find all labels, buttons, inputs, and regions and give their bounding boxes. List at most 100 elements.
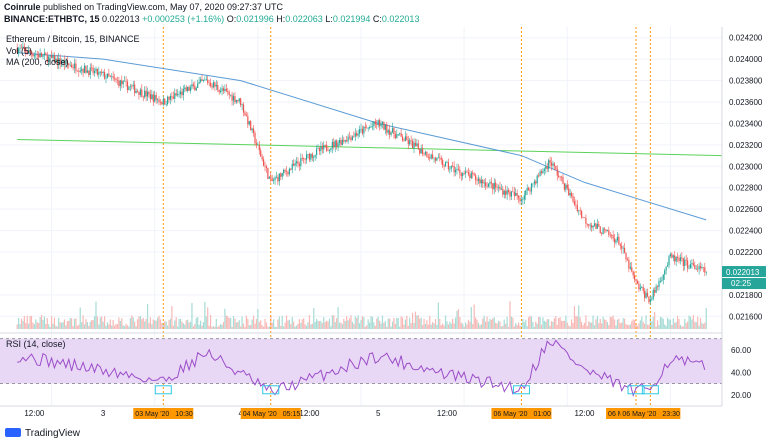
volume-bar [533, 326, 535, 329]
symbol-name[interactable]: BINANCE:ETHBTC, 15 [4, 14, 100, 24]
volume-bar [148, 323, 150, 329]
volume-bar [240, 326, 242, 329]
candle-body [377, 120, 379, 126]
volume-bar [291, 316, 293, 329]
candle-body [374, 121, 376, 125]
candle-body [649, 299, 651, 303]
candle-body [413, 142, 415, 149]
candle-body [209, 82, 212, 86]
volume-bar [101, 316, 103, 329]
candle-body [290, 168, 292, 170]
rsi-oversold-box [262, 385, 280, 395]
volume-bar [400, 316, 402, 329]
ma-legend[interactable]: MA (200, close) [6, 57, 69, 67]
candle-body [115, 78, 117, 80]
volume-bar [424, 324, 427, 329]
volume-bar [145, 318, 147, 329]
price-chart[interactable]: Ethereum / Bitcoin, 15, BINANCE Vol (5) … [0, 27, 768, 424]
rsi-line [17, 339, 706, 398]
candle-body [525, 190, 527, 196]
candle-body [666, 265, 669, 267]
volume-bar [416, 315, 418, 329]
candle-body [174, 93, 176, 99]
candle-body [50, 55, 53, 58]
rsi-axis[interactable]: 60.00 40.00 20.00 [731, 346, 752, 400]
volume-bar [89, 321, 91, 329]
publisher-name[interactable]: Coinrule [4, 2, 41, 12]
candle-body [506, 190, 508, 195]
rsi-legend[interactable]: RSI (14, close) [6, 339, 66, 349]
candle-body [692, 263, 694, 265]
volume-bar [245, 315, 247, 329]
candle-body [275, 176, 278, 178]
volume-bar [535, 321, 537, 329]
candle-body [96, 68, 99, 75]
volume-bar [35, 319, 37, 329]
candle-body [39, 53, 41, 58]
volume-bar [666, 317, 669, 329]
volume-bar [134, 321, 136, 329]
candle-body [535, 181, 537, 184]
time-highlight-tag [491, 408, 552, 419]
volume-bar [43, 316, 46, 329]
candle-body [644, 291, 646, 298]
candle-body [426, 151, 428, 158]
price-axis[interactable]: 0.024200 0.024000 0.023800 0.023600 0.023400… [729, 34, 763, 322]
candle-body [592, 225, 594, 228]
candle-body [513, 191, 515, 196]
candle-body [43, 53, 46, 56]
volume-bar [625, 324, 627, 329]
volume-bar [427, 324, 429, 329]
candle-body [205, 79, 207, 81]
volume-bar [576, 316, 578, 329]
vertical-markers [162, 27, 651, 406]
volume-bar [429, 315, 431, 329]
candle-body [447, 162, 449, 170]
volume-bar [446, 321, 448, 329]
candle-body [148, 91, 150, 94]
candle-body [543, 168, 545, 171]
candle-body [114, 77, 116, 79]
symbol-legend[interactable]: Ethereum / Bitcoin, 15, BINANCE [6, 34, 140, 44]
candle-body [566, 184, 568, 189]
candle-body [698, 266, 700, 270]
volume-bar [566, 322, 568, 329]
candle-body [638, 283, 640, 290]
volume-bar [53, 317, 56, 329]
volume-bar [586, 325, 588, 329]
candle-body [613, 238, 616, 243]
volume-legend[interactable]: Vol (5) [6, 46, 32, 56]
candle-body [390, 132, 392, 135]
candle-body [502, 188, 504, 195]
price-tick-label: 0.022600 [729, 205, 763, 214]
chart-header: Coinrule published on TradingView.com, M… [0, 0, 768, 27]
trendline[interactable] [17, 139, 723, 157]
candle-body [616, 236, 619, 241]
volume-bar [201, 325, 203, 329]
candle-body [145, 90, 147, 97]
low-label: L: [325, 14, 333, 24]
candle-body [315, 148, 318, 155]
candle-body [82, 69, 84, 73]
volume-bar [440, 325, 442, 329]
candle-body [274, 177, 276, 181]
volume-bar [642, 321, 644, 329]
volume-bar [623, 318, 626, 329]
volume-bar [581, 322, 583, 329]
candle-body [409, 140, 411, 145]
volume-bar [68, 320, 70, 329]
volume-bar [155, 320, 157, 329]
candle-body [636, 281, 639, 284]
volume-bar [132, 317, 134, 329]
tradingview-logo[interactable]: TradingView [5, 427, 80, 440]
candle-body [16, 48, 18, 53]
volume-bar [287, 320, 289, 329]
volume-bar [419, 318, 421, 329]
volume-bar [328, 318, 331, 329]
volume-bar [363, 317, 365, 329]
candle-body [221, 88, 223, 91]
candle-body [702, 267, 704, 268]
candle-body [155, 95, 157, 100]
candle-body [45, 53, 47, 56]
candle-body [53, 55, 56, 63]
